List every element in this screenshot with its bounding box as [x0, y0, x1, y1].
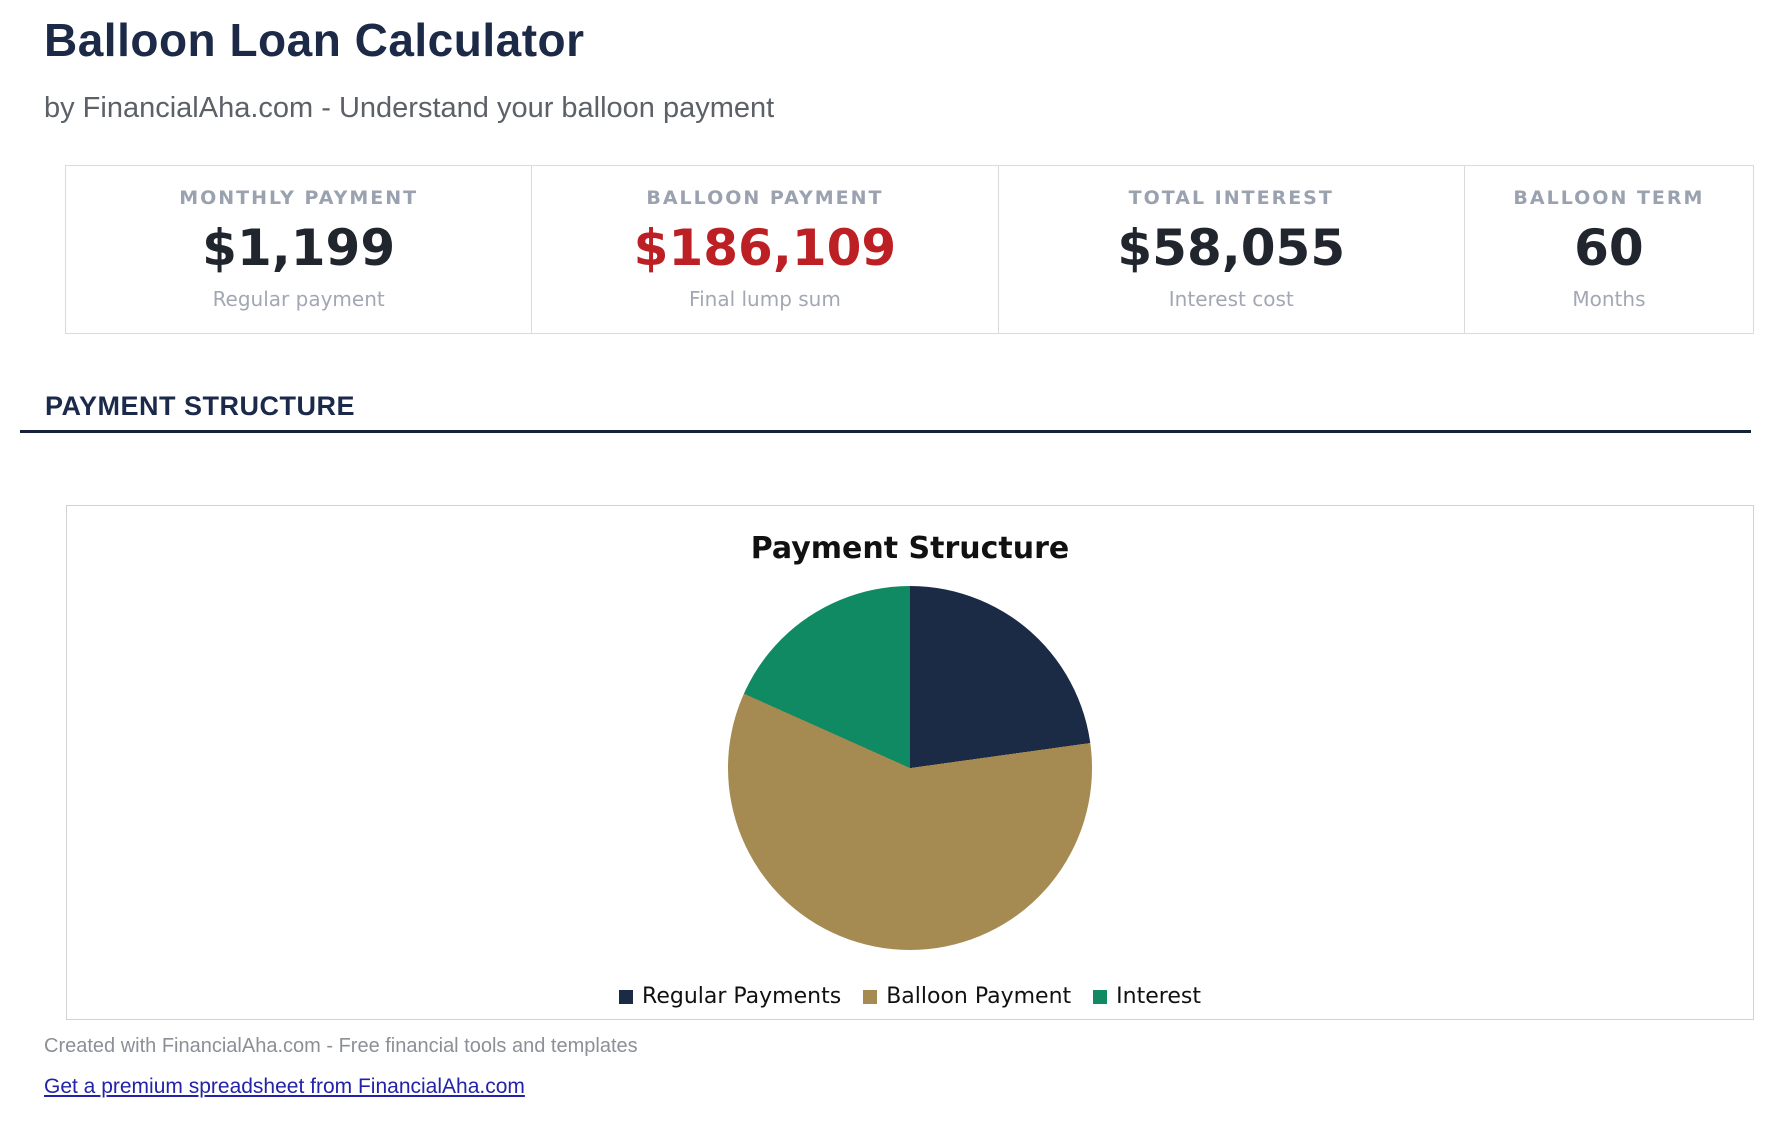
stat-value: $1,199 — [202, 219, 396, 277]
stat-card-monthly-payment: MONTHLY PAYMENT $1,199 Regular payment — [66, 166, 531, 333]
stat-value: 60 — [1574, 219, 1644, 277]
legend-swatch-balloon-payment-icon — [863, 989, 878, 1004]
legend-label: Balloon Payment — [886, 984, 1072, 1009]
footer-credit: Created with FinancialAha.com - Free fin… — [44, 1035, 638, 1057]
legend-swatch-interest-icon — [1093, 989, 1108, 1004]
footer-link-row: Get a premium spreadsheet from Financial… — [44, 1075, 1777, 1099]
stat-sublabel: Months — [1572, 287, 1646, 311]
chart-legend: Regular Payments Balloon Payment Interes… — [67, 984, 1753, 1009]
stat-value: $58,055 — [1117, 219, 1346, 277]
stat-label: MONTHLY PAYMENT — [179, 187, 419, 209]
balloon-loan-calculator-page: Balloon Loan Calculator by FinancialAha.… — [0, 14, 1777, 1130]
page-title: Balloon Loan Calculator — [44, 14, 585, 66]
section-divider — [20, 430, 1751, 433]
legend-item-regular-payments: Regular Payments — [619, 984, 841, 1009]
stat-sublabel: Interest cost — [1168, 287, 1294, 311]
stat-card-total-interest: TOTAL INTEREST $58,055 Interest cost — [997, 166, 1464, 333]
stat-value: $186,109 — [633, 219, 897, 277]
legend-item-interest: Interest — [1093, 984, 1201, 1009]
page-subtitle: by FinancialAha.com - Understand your ba… — [44, 92, 775, 124]
stats-row: MONTHLY PAYMENT $1,199 Regular payment B… — [65, 165, 1754, 334]
stat-label: TOTAL INTEREST — [1128, 187, 1334, 209]
stat-label: BALLOON PAYMENT — [646, 187, 884, 209]
chart-title: Payment Structure — [750, 531, 1070, 566]
legend-swatch-regular-payments-icon — [619, 989, 634, 1004]
legend-item-balloon-payment: Balloon Payment — [863, 984, 1071, 1009]
stat-sublabel: Regular payment — [212, 287, 385, 311]
legend-label: Interest — [1116, 984, 1201, 1009]
chart-panel: Payment Structure Regular Payments Ballo… — [66, 505, 1754, 1020]
premium-spreadsheet-link[interactable]: Get a premium spreadsheet from Financial… — [44, 1075, 525, 1098]
section-title-payment-structure: PAYMENT STRUCTURE — [45, 391, 356, 421]
stat-card-balloon-term: BALLOON TERM 60 Months — [1463, 166, 1753, 333]
pie-chart — [728, 586, 1092, 950]
stat-label: BALLOON TERM — [1513, 187, 1705, 209]
stat-card-balloon-payment: BALLOON PAYMENT $186,109 Final lump sum — [531, 166, 997, 333]
stat-sublabel: Final lump sum — [689, 287, 841, 311]
legend-label: Regular Payments — [642, 984, 842, 1009]
